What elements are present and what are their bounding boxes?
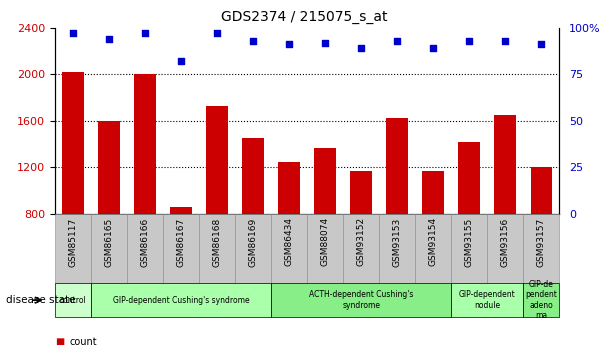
Bar [350,171,372,214]
Bar [386,118,408,214]
Text: GSM86166: GSM86166 [140,217,150,267]
Text: GSM93157: GSM93157 [537,217,546,267]
Bar [314,148,336,214]
Bar [170,207,192,214]
Point [248,38,258,43]
Text: GIP-dependent Cushing's syndrome: GIP-dependent Cushing's syndrome [112,296,249,305]
Bar [242,138,264,214]
Point [428,45,438,51]
Text: count: count [70,337,97,345]
Bar [206,106,228,214]
Bar [134,74,156,214]
Point [140,30,150,36]
Point [465,38,474,43]
Point [284,42,294,47]
Bar [423,171,444,214]
Point [104,36,114,41]
Text: GSM93154: GSM93154 [429,217,438,266]
Point [356,45,366,51]
Text: control: control [60,296,86,305]
Point [68,30,78,36]
Text: GSM86167: GSM86167 [176,217,185,267]
Text: GDS2374 / 215075_s_at: GDS2374 / 215075_s_at [221,10,387,24]
Text: GSM93152: GSM93152 [357,217,365,266]
Text: disease state: disease state [6,295,75,305]
Text: GSM93155: GSM93155 [465,217,474,267]
Bar [98,121,120,214]
Point [320,40,330,45]
Text: GIP-de
pendent
adeno
ma: GIP-de pendent adeno ma [525,280,558,320]
Text: GSM88074: GSM88074 [320,217,330,266]
Text: ■: ■ [55,337,64,345]
Point [392,38,402,43]
Bar [494,115,516,214]
Text: ACTH-dependent Cushing's
syndrome: ACTH-dependent Cushing's syndrome [309,290,413,310]
Text: GSM86434: GSM86434 [285,217,294,266]
Text: GSM93153: GSM93153 [393,217,402,267]
Text: GIP-dependent
nodule: GIP-dependent nodule [459,290,516,310]
Text: GSM86165: GSM86165 [105,217,113,267]
Text: GSM85117: GSM85117 [68,217,77,267]
Text: GSM86168: GSM86168 [212,217,221,267]
Text: GSM86169: GSM86169 [249,217,257,267]
Bar [458,142,480,214]
Point [212,30,222,36]
Bar [62,72,83,214]
Point [500,38,510,43]
Text: GSM93156: GSM93156 [501,217,510,267]
Bar [278,161,300,214]
Point [536,42,546,47]
Point [176,58,185,64]
Bar [531,167,552,214]
